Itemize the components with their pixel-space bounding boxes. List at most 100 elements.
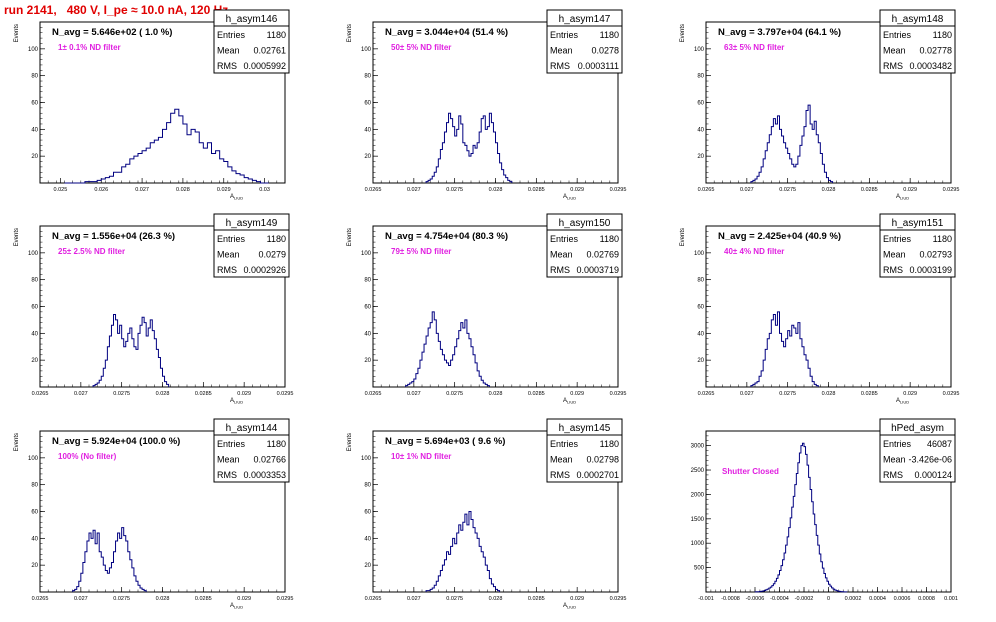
stat-label: Entries: [883, 439, 912, 449]
navg-label: N_avg = 5.924e+04 (100.0 %): [52, 436, 180, 447]
y-tick-label: 60: [364, 305, 371, 311]
stat-label: Mean: [217, 250, 240, 260]
stat-label: RMS: [883, 265, 903, 275]
stat-value: 0.000124: [914, 470, 952, 480]
x-tick-label: 0.0295: [610, 187, 627, 193]
y-tick-label: 40: [31, 536, 38, 542]
stat-label: Mean: [550, 46, 573, 56]
histogram-panel: Events 20 40 60 80 100 0.0265 0.027 0.0275 0.028 0…: [680, 213, 959, 405]
stat-label: RMS: [217, 265, 237, 275]
stat-value: 0.0003482: [909, 61, 952, 71]
y-axis-label: Events: [347, 433, 353, 451]
stats-box: h_asym147 Entries 1180 Mean 0.0278 RMS 0.00031…: [546, 9, 623, 74]
y-axis-label: Events: [14, 228, 20, 246]
y-tick-label: 100: [28, 251, 39, 257]
stats-box: h_asym148 Entries 1180 Mean 0.02778 RMS 0.0003…: [879, 9, 956, 74]
x-tick-label: 0.0265: [698, 391, 715, 397]
stat-value: 0.02798: [586, 455, 619, 465]
stat-label: Mean: [550, 455, 573, 465]
stats-box-frame: [879, 418, 956, 483]
x-tick-label: 0.028: [822, 391, 836, 397]
stat-label: Mean: [883, 455, 906, 465]
histogram-name: h_asym147: [559, 14, 611, 25]
x-tick-label: 0.0295: [943, 187, 960, 193]
stat-label: Entries: [550, 234, 579, 244]
histogram-series: [405, 311, 490, 387]
stat-label: Entries: [550, 439, 579, 449]
y-axis-label: Events: [14, 433, 20, 451]
y-tick-label: 100: [361, 456, 372, 462]
y-tick-label: 20: [697, 358, 704, 364]
histogram-panel: Events 20 40 60 80 100 0.0265 0.027 0.0275 0.028 0…: [14, 213, 293, 405]
stat-value: 0.0005992: [243, 61, 286, 71]
histogram-panel: Events 20 40 60 80 100 0.0265 0.027 0.0275 0.028 0…: [680, 9, 960, 201]
y-axis-label: Events: [14, 24, 20, 42]
histogram-panel: Events 20 40 60 80 100 0.0265 0.027 0.0275 0.028 0…: [347, 9, 627, 201]
x-tick-label: 0.0265: [365, 187, 382, 193]
stats-box: h_asym144 Entries 1180 Mean 0.02766 RMS 0.0003…: [213, 418, 290, 483]
stats-box: h_asym145 Entries 1180 Mean 0.02798 RMS 0.0002…: [546, 418, 623, 483]
x-tick-label: 0.0285: [861, 391, 878, 397]
stats-box: h_asym151 Entries 1180 Mean 0.02793 RMS 0.0003…: [879, 213, 956, 278]
histogram-panel: Events 20 40 60 80 100 0.0265 0.027 0.0275 0.028 0…: [347, 418, 627, 610]
y-tick-label: 60: [31, 305, 38, 311]
navg-label: N_avg = 2.425e+04 (40.9 %): [718, 231, 841, 242]
x-axis-label: ALIUD: [563, 603, 576, 610]
x-tick-label: 0.0265: [698, 187, 715, 193]
y-tick-label: 100: [694, 251, 705, 257]
stat-value: 1180: [267, 439, 286, 449]
histogram-name: h_asym148: [892, 14, 944, 25]
navg-label: N_avg = 4.754e+04 (80.3 %): [385, 231, 508, 242]
x-tick-label: 0.029: [570, 391, 584, 397]
stats-box-frame: [213, 418, 290, 483]
navg-label: N_avg = 5.646e+02 ( 1.0 %): [52, 27, 172, 38]
histogram-name: h_asym150: [559, 218, 611, 229]
histogram-panel: 500 1000 1500 2000 2500 3000 -0.001 -0.0008 -0.0…: [691, 418, 958, 602]
histogram-name: h_asym146: [226, 14, 278, 25]
y-tick-label: 20: [31, 563, 38, 569]
x-tick-label: 0.0265: [365, 596, 382, 602]
histogram-panel: Events 20 40 60 80 100 0.025 0.026 0.027 0.028 0.0…: [14, 9, 290, 201]
x-tick-label: 0.0002: [845, 596, 862, 602]
x-tick-label: 0.0006: [894, 596, 911, 602]
x-tick-label: 0.027: [407, 187, 421, 193]
stat-label: Entries: [217, 30, 246, 40]
histogram-panel: Events 20 40 60 80 100 0.0265 0.027 0.0275 0.028 0…: [14, 418, 294, 610]
stat-label: RMS: [550, 61, 570, 71]
stat-label: Entries: [883, 30, 912, 40]
y-tick-label: 40: [364, 127, 371, 133]
filter-label: 100% (No filter): [58, 452, 117, 461]
stat-value: -3.426e-06: [908, 455, 952, 465]
stat-label: RMS: [883, 61, 903, 71]
stat-value: 1180: [600, 439, 619, 449]
y-tick-label: 60: [31, 101, 38, 107]
y-tick-label: 80: [697, 74, 704, 80]
y-tick-label: 20: [364, 154, 371, 160]
x-tick-label: 0.0285: [528, 596, 545, 602]
y-tick-label: 1000: [691, 541, 705, 547]
x-tick-label: 0.0275: [779, 187, 796, 193]
y-tick-label: 80: [697, 278, 704, 284]
y-tick-label: 40: [31, 331, 38, 337]
y-tick-label: 100: [361, 47, 372, 53]
navg-label: N_avg = 3.044e+04 (51.4 %): [385, 27, 508, 38]
x-tick-label: 0.0285: [195, 391, 212, 397]
x-tick-label: 0.0265: [32, 596, 49, 602]
x-tick-label: 0.029: [217, 187, 231, 193]
histogram-series: [425, 112, 513, 183]
filter-label: Shutter Closed: [722, 467, 779, 476]
x-tick-label: 0.027: [407, 391, 421, 397]
x-tick-label: 0.025: [54, 187, 68, 193]
stats-box-frame: [546, 213, 623, 278]
x-axis-label: ALIUD: [230, 194, 243, 201]
stat-value: 1180: [600, 234, 619, 244]
stat-value: 0.0003111: [578, 61, 619, 71]
stat-label: Entries: [883, 234, 912, 244]
y-tick-label: 40: [364, 536, 371, 542]
x-tick-label: 0.0295: [277, 596, 294, 602]
x-axis-label: ALIUD: [896, 194, 909, 201]
histogram-name: h_asym144: [226, 423, 278, 434]
x-tick-label: 0.0295: [610, 596, 627, 602]
x-tick-label: 0.028: [176, 187, 190, 193]
x-tick-label: 0.026: [94, 187, 108, 193]
